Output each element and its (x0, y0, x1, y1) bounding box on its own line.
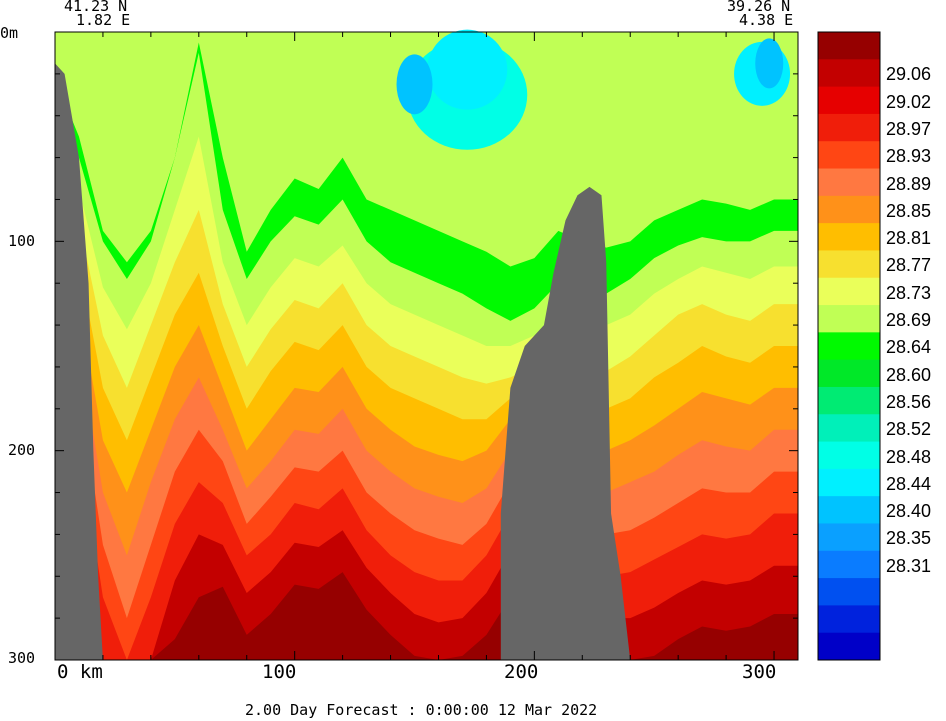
colorbar-swatch (818, 141, 880, 170)
colorbar-swatch (818, 195, 880, 224)
colorbar-label: 28.81 (886, 228, 932, 249)
colorbar-swatch (818, 86, 880, 115)
pocket-cyan-2 (427, 29, 508, 110)
colorbar-swatch (818, 605, 880, 634)
colorbar-swatch (818, 332, 880, 361)
y-tick-label-200: 200 (8, 441, 36, 459)
colorbar-swatch (818, 250, 880, 279)
x-tick-label-200: 200 (504, 661, 539, 683)
pocket-blue-1 (396, 54, 433, 115)
colorbar (817, 31, 881, 661)
colorbar-swatch (818, 113, 880, 142)
colorbar-label: 28.31 (886, 555, 932, 576)
colorbar-label: 28.69 (886, 310, 932, 331)
colorbar-label: 28.48 (886, 446, 932, 467)
colorbar-swatch (818, 632, 880, 661)
colorbar-swatch (818, 359, 880, 388)
colorbar-swatch (818, 523, 880, 552)
colorbar-label: 28.93 (886, 146, 932, 167)
colorbar-label: 28.64 (886, 337, 932, 358)
x-tick-label-0: 0 km (57, 661, 103, 683)
colorbar-frame (817, 31, 881, 661)
colorbar-swatch (818, 550, 880, 579)
corner-left-lat: 41.23 N (64, 0, 128, 15)
colorbar-label: 28.97 (886, 118, 932, 139)
y-tick-label-100: 100 (8, 232, 36, 250)
colorbar-swatch (818, 496, 880, 524)
corner-left-lon: 1.82 E (76, 11, 131, 29)
colorbar-swatch (818, 386, 880, 415)
plot-frame (54, 31, 799, 661)
x-axis-ticks (54, 32, 775, 660)
colorbar-label: 28.77 (886, 255, 932, 276)
y-axis-ticks (55, 31, 798, 661)
colorbar-swatch (818, 32, 880, 60)
colorbar-label: 28.44 (886, 473, 932, 494)
y-tick-label-300: 300 (8, 649, 36, 667)
colorbar-swatch (818, 305, 880, 333)
colorbar-label: 29.02 (886, 91, 932, 112)
corner-right-lat: 39.26 N (727, 0, 791, 15)
colorbar-label: 28.56 (886, 391, 932, 412)
colorbar-label: 28.52 (886, 419, 932, 440)
colorbar-swatch (818, 168, 880, 197)
colorbar-swatch (818, 277, 880, 306)
colorbar-label: 28.73 (886, 282, 932, 303)
land-seamount (500, 186, 631, 660)
x-tick-label-100: 100 (262, 661, 297, 683)
corner-right-lon: 4.38 E (739, 11, 794, 29)
colorbar-label: 28.60 (886, 364, 932, 385)
colorbar-label: 28.40 (886, 501, 932, 522)
colorbar-label: 28.35 (886, 528, 932, 549)
colorbar-label: 28.89 (886, 173, 932, 194)
colorbar-swatch (818, 223, 880, 251)
x-tick-label-300: 300 (742, 661, 777, 683)
colorbar-label: 28.85 (886, 200, 932, 221)
colorbar-swatch (818, 578, 880, 606)
colorbar-swatch (818, 468, 880, 497)
section-heatmap (55, 29, 798, 661)
seabed-land (55, 63, 631, 660)
colorbar-label: 29.06 (886, 64, 932, 85)
land-left-coast (55, 63, 103, 660)
pocket-blue-2 (755, 38, 784, 89)
forecast-caption: 2.00 Day Forecast : 0:00:00 12 Mar 2022 (245, 701, 598, 719)
colorbar-swatch (818, 59, 880, 88)
isoline-band-29.02 (55, 94, 798, 661)
colorbar-swatch (818, 414, 880, 443)
colorbar-swatch (818, 441, 880, 470)
y-tick-label-0: 0m (0, 24, 19, 42)
isoline-band-28.93 (55, 94, 798, 661)
